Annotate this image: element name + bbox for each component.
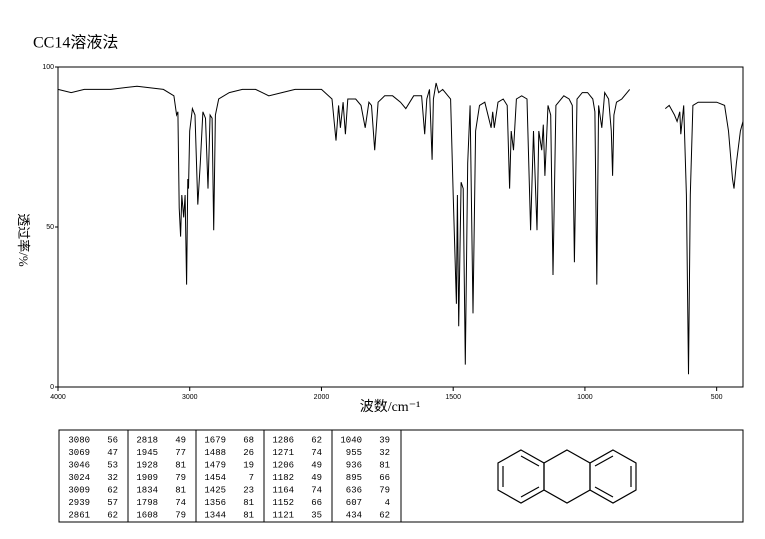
peak-wavenumber: 1425 bbox=[204, 485, 226, 495]
peak-transmittance: 53 bbox=[107, 460, 118, 470]
y-tick-label: 100 bbox=[42, 64, 54, 71]
peak-transmittance: 39 bbox=[379, 435, 390, 445]
peak-transmittance: 35 bbox=[311, 510, 322, 520]
y-tick-label: 0 bbox=[50, 384, 54, 391]
peak-wavenumber: 955 bbox=[346, 448, 362, 458]
peak-wavenumber: 3080 bbox=[68, 435, 90, 445]
peak-transmittance: 49 bbox=[311, 460, 322, 470]
peak-wavenumber: 1164 bbox=[272, 485, 294, 495]
y-tick-label: 50 bbox=[46, 224, 54, 231]
peak-transmittance: 57 bbox=[107, 498, 118, 508]
peak-wavenumber: 895 bbox=[346, 473, 362, 483]
peak-wavenumber: 1121 bbox=[272, 510, 294, 520]
peak-wavenumber: 3009 bbox=[68, 485, 90, 495]
peak-wavenumber: 1454 bbox=[204, 473, 226, 483]
peak-transmittance: 7 bbox=[249, 473, 254, 483]
x-tick-label: 2000 bbox=[314, 394, 330, 401]
plot-frame bbox=[57, 66, 744, 388]
peak-wavenumber: 434 bbox=[346, 510, 362, 520]
x-tick-label: 4000 bbox=[50, 394, 66, 401]
peak-wavenumber: 636 bbox=[346, 485, 362, 495]
peak-transmittance: 47 bbox=[107, 448, 118, 458]
peak-transmittance: 66 bbox=[311, 498, 322, 508]
peak-transmittance: 62 bbox=[379, 510, 390, 520]
peak-wavenumber: 1488 bbox=[204, 448, 226, 458]
molecule bbox=[497, 449, 637, 504]
table-dividers bbox=[127, 430, 402, 522]
peak-transmittance: 32 bbox=[379, 448, 390, 458]
peak-wavenumber: 607 bbox=[346, 498, 362, 508]
x-tick-label: 1500 bbox=[445, 394, 461, 401]
peak-transmittance: 49 bbox=[175, 435, 186, 445]
chart-title: CC14溶液法 bbox=[33, 34, 118, 52]
peak-transmittance: 49 bbox=[311, 473, 322, 483]
peak-wavenumber: 1608 bbox=[136, 510, 158, 520]
peak-transmittance: 26 bbox=[243, 448, 254, 458]
peak-wavenumber: 3046 bbox=[68, 460, 90, 470]
peak-transmittance: 62 bbox=[107, 510, 118, 520]
peak-wavenumber: 1909 bbox=[136, 473, 158, 483]
peak-wavenumber: 1040 bbox=[340, 435, 362, 445]
peak-wavenumber: 1928 bbox=[136, 460, 158, 470]
peak-transmittance: 23 bbox=[243, 485, 254, 495]
peak-transmittance: 81 bbox=[243, 510, 254, 520]
peak-wavenumber: 1356 bbox=[204, 498, 226, 508]
peak-wavenumber: 3069 bbox=[68, 448, 90, 458]
peak-wavenumber: 1945 bbox=[136, 448, 158, 458]
peak-transmittance: 74 bbox=[175, 498, 186, 508]
peak-wavenumber: 1679 bbox=[204, 435, 226, 445]
peak-wavenumber: 1479 bbox=[204, 460, 226, 470]
peak-wavenumber: 1344 bbox=[204, 510, 226, 520]
peak-transmittance: 79 bbox=[175, 473, 186, 483]
peak-wavenumber: 3024 bbox=[68, 473, 90, 483]
peak-transmittance: 81 bbox=[175, 460, 186, 470]
spectrum-line bbox=[57, 82, 744, 375]
peak-transmittance: 62 bbox=[107, 485, 118, 495]
peak-transmittance: 79 bbox=[175, 510, 186, 520]
peak-transmittance: 68 bbox=[243, 435, 254, 445]
peak-wavenumber: 2861 bbox=[68, 510, 90, 520]
x-axis-label: 波数/cm⁻¹ bbox=[360, 399, 421, 415]
peak-wavenumber: 1182 bbox=[272, 473, 294, 483]
y-axis-label: 透过率/% bbox=[16, 213, 31, 267]
peak-transmittance: 74 bbox=[311, 485, 322, 495]
peak-transmittance: 74 bbox=[311, 448, 322, 458]
peak-transmittance: 4 bbox=[385, 498, 390, 508]
peak-transmittance: 32 bbox=[107, 473, 118, 483]
x-tick-label: 3000 bbox=[182, 394, 198, 401]
peak-transmittance: 19 bbox=[243, 460, 254, 470]
peak-wavenumber: 1271 bbox=[272, 448, 294, 458]
peak-wavenumber: 1206 bbox=[272, 460, 294, 470]
peak-transmittance: 56 bbox=[107, 435, 118, 445]
peak-transmittance: 62 bbox=[311, 435, 322, 445]
peak-wavenumber: 1798 bbox=[136, 498, 158, 508]
x-tick-label: 500 bbox=[711, 394, 723, 401]
peak-transmittance: 81 bbox=[175, 485, 186, 495]
peak-wavenumber: 2818 bbox=[136, 435, 158, 445]
x-tick-label: 1000 bbox=[577, 394, 593, 401]
peak-wavenumber: 2939 bbox=[68, 498, 90, 508]
peak-transmittance: 66 bbox=[379, 473, 390, 483]
peak-wavenumber: 1152 bbox=[272, 498, 294, 508]
peak-transmittance: 81 bbox=[379, 460, 390, 470]
peak-transmittance: 79 bbox=[379, 485, 390, 495]
peak-transmittance: 77 bbox=[175, 448, 186, 458]
peak-wavenumber: 936 bbox=[346, 460, 362, 470]
peak-wavenumber: 1286 bbox=[272, 435, 294, 445]
peak-wavenumber: 1834 bbox=[136, 485, 158, 495]
peak-transmittance: 81 bbox=[243, 498, 254, 508]
